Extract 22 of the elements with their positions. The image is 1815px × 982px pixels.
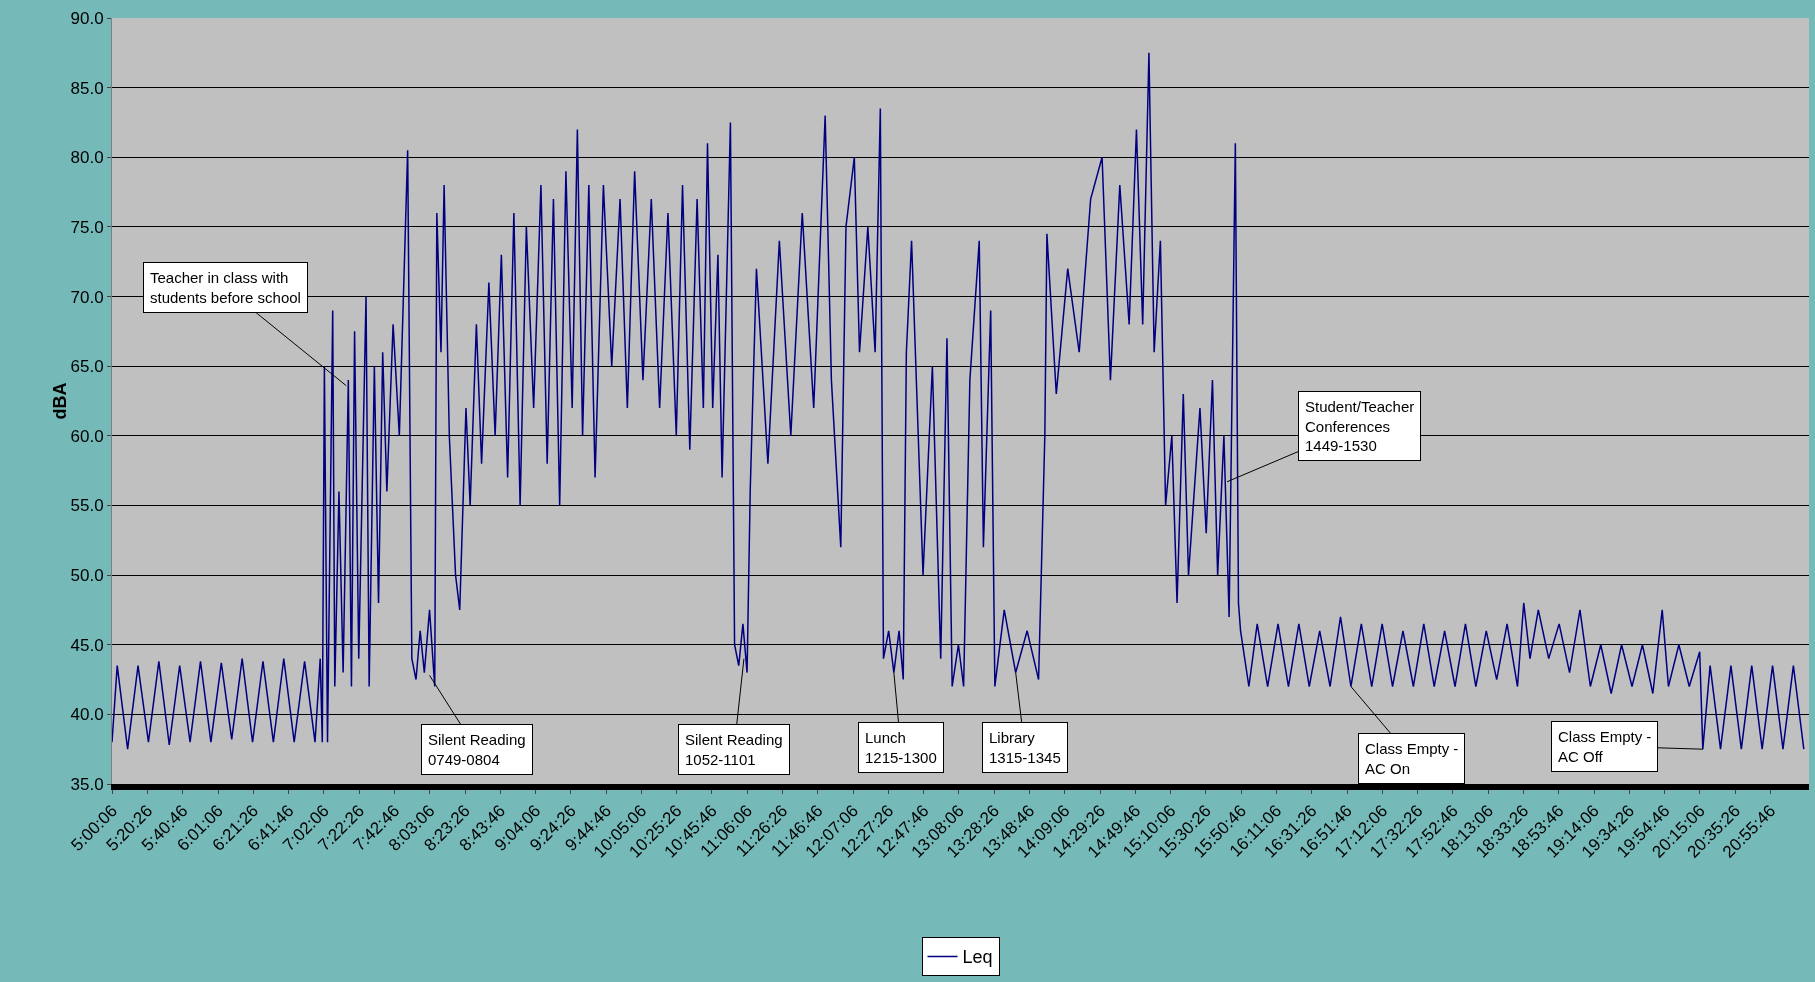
annotation: Student/Teacher Conferences 1449-1530	[1305, 398, 1415, 454]
annotation: Library 1315-1345	[989, 729, 1061, 766]
annotation: Lunch 1215-1300	[865, 729, 937, 766]
y-tick-label: 85.0	[70, 78, 104, 98]
y-tick-label: 55.0	[70, 496, 104, 516]
annotation: Silent Reading 1052-1101	[685, 731, 783, 768]
y-tick-label: 40.0	[70, 705, 104, 725]
y-tick-label: 90.0	[70, 8, 104, 28]
y-tick-label: 50.0	[70, 566, 104, 586]
y-tick-label: 80.0	[70, 148, 104, 168]
legend-label: Leq	[962, 947, 993, 968]
y-tick-label: 75.0	[70, 217, 104, 237]
y-tick-label: 35.0	[70, 774, 104, 794]
y-tick-label: 60.0	[70, 426, 104, 446]
y-tick-label: 70.0	[70, 287, 104, 307]
y-tick-label: 45.0	[70, 635, 104, 655]
annotation: Class Empty - AC Off	[1558, 728, 1652, 765]
y-axis-title: dBA	[50, 382, 70, 420]
annotation: Silent Reading 0749-0804	[428, 731, 526, 768]
annotation: Class Empty - AC On	[1365, 740, 1459, 777]
annotation: Teacher in class with students before school	[150, 269, 301, 306]
y-tick-label: 65.0	[70, 357, 104, 377]
